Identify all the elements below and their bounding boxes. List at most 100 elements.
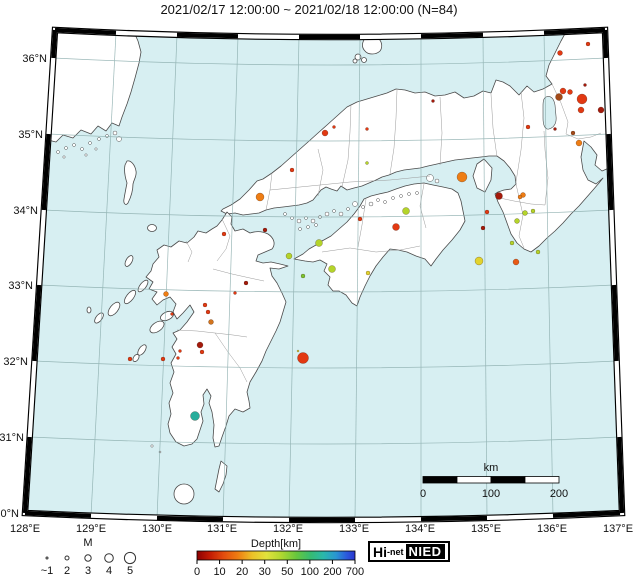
depth-tick-label: 0 xyxy=(194,566,200,578)
lat-label: 34°N xyxy=(13,205,38,217)
earthquake-marker xyxy=(456,171,468,183)
earthquake-marker xyxy=(495,192,503,200)
earthquake-marker xyxy=(176,356,180,360)
earthquake-marker xyxy=(402,207,410,215)
graticule-layer xyxy=(29,32,620,520)
lat-label: 32°N xyxy=(3,356,28,368)
depth-legend: Depth[km] 0 10 20 30 50 100 200 700 xyxy=(194,538,364,578)
earthquake-marker xyxy=(160,356,166,362)
scale-bar-unit: km xyxy=(484,462,499,474)
epicenter-markers-layer xyxy=(127,41,605,421)
map-frame xyxy=(21,26,626,524)
earthquake-marker xyxy=(289,167,295,173)
earthquake-marker xyxy=(577,106,585,114)
earthquake-marker xyxy=(297,352,309,364)
earthquake-marker xyxy=(559,87,567,95)
lon-label: 137°E xyxy=(603,523,633,535)
logo-hinet-text: Hi xyxy=(373,543,387,560)
hirado-island xyxy=(124,255,134,267)
depth-colorbar xyxy=(196,550,356,561)
magnitude-legend-label: 5 xyxy=(127,565,133,577)
earthquake-marker xyxy=(178,349,182,353)
magnitude-legend-circle xyxy=(104,553,114,563)
magnitude-legend-circle xyxy=(123,551,137,565)
depth-legend-title: Depth[km] xyxy=(251,538,301,550)
lat-label: 36°N xyxy=(22,53,47,65)
magnitude-legend-title: M xyxy=(83,537,92,549)
goto-island xyxy=(107,301,121,317)
earthquake-marker xyxy=(525,124,531,130)
page-title: 2021/02/17 12:00:00 ~ 2021/02/18 12:00:0… xyxy=(160,2,458,17)
scale-bar-tick-label: 0 xyxy=(420,488,426,500)
earthquake-marker xyxy=(199,349,205,355)
lon-label: 131°E xyxy=(207,523,237,535)
earthquake-marker xyxy=(514,218,520,224)
magnitude-legend-label: 4 xyxy=(106,565,112,577)
earthquake-marker xyxy=(392,223,400,231)
earthquake-marker xyxy=(535,249,541,255)
depth-tick-label: 100 xyxy=(301,566,319,578)
earthquake-marker xyxy=(315,239,323,247)
goto-island xyxy=(86,306,92,314)
earthquake-marker xyxy=(431,99,435,103)
earthquake-marker xyxy=(553,127,557,131)
earthquake-marker xyxy=(484,209,490,215)
earthquake-marker xyxy=(332,125,336,129)
earthquake-marker xyxy=(509,240,515,246)
lon-label: 133°E xyxy=(339,523,369,535)
earthquake-marker xyxy=(357,216,363,222)
scale-bar-tick-label: 200 xyxy=(550,488,568,500)
magnitude-legend-label: 2 xyxy=(64,565,70,577)
earthquake-marker xyxy=(296,349,300,353)
lon-axis-labels: 128°E 129°E 130°E 131°E 132°E 133°E 134°E 135°E… xyxy=(10,523,633,535)
earthquake-marker xyxy=(328,265,336,273)
oki-islet xyxy=(352,58,358,64)
depth-tick-label: 10 xyxy=(213,566,225,578)
earthquake-marker xyxy=(321,129,329,137)
prefecture-borders-layer xyxy=(176,83,602,383)
earthquake-marker xyxy=(575,139,583,147)
depth-tick-label: 20 xyxy=(236,566,248,578)
earthquake-marker xyxy=(365,127,369,131)
earthquake-marker xyxy=(262,227,268,233)
magnitude-legend-label: 3 xyxy=(85,565,91,577)
lon-label: 128°E xyxy=(10,523,40,535)
depth-tick-label: 50 xyxy=(281,566,293,578)
earthquake-marker xyxy=(300,273,306,279)
koshiki-island xyxy=(132,354,140,362)
earthquake-marker xyxy=(127,356,133,362)
earthquake-marker xyxy=(567,89,573,95)
lon-label: 135°E xyxy=(471,523,501,535)
earthquake-marker xyxy=(597,106,605,114)
earthquake-marker xyxy=(170,312,174,316)
logo-net-text: -net xyxy=(387,546,404,557)
magnitude-legend-circle xyxy=(45,556,49,560)
earthquake-marker xyxy=(530,208,536,214)
scale-bar: km 0 100 200 xyxy=(420,462,568,500)
hinet-nied-logo: Hi -net NIED xyxy=(368,541,450,562)
lon-label: 134°E xyxy=(405,523,435,535)
small-islands xyxy=(56,130,440,454)
earthquake-marker xyxy=(221,231,227,237)
earthquake-marker xyxy=(190,411,200,421)
magnitude-legend-circle xyxy=(64,555,70,561)
awaji-island xyxy=(472,158,493,193)
earthquake-marker xyxy=(205,309,211,315)
lat-label: 31°N xyxy=(0,432,24,444)
iki-island xyxy=(147,224,157,232)
lon-label: 136°E xyxy=(537,523,567,535)
depth-tick-label: 700 xyxy=(346,566,364,578)
earthquake-marker xyxy=(255,192,265,202)
earthquake-marker xyxy=(512,258,520,266)
tsushima-island xyxy=(123,160,137,205)
amakusa-island xyxy=(149,320,165,334)
earthquake-marker xyxy=(555,93,563,101)
yakushima-island xyxy=(173,483,195,505)
lat-axis-labels: 36°N 35°N 34°N 33°N 32°N 31°N 30°N xyxy=(0,53,47,520)
earthquake-marker xyxy=(557,50,563,56)
lon-label: 130°E xyxy=(142,523,172,535)
earthquake-marker xyxy=(585,41,591,47)
earthquake-marker xyxy=(517,194,523,200)
